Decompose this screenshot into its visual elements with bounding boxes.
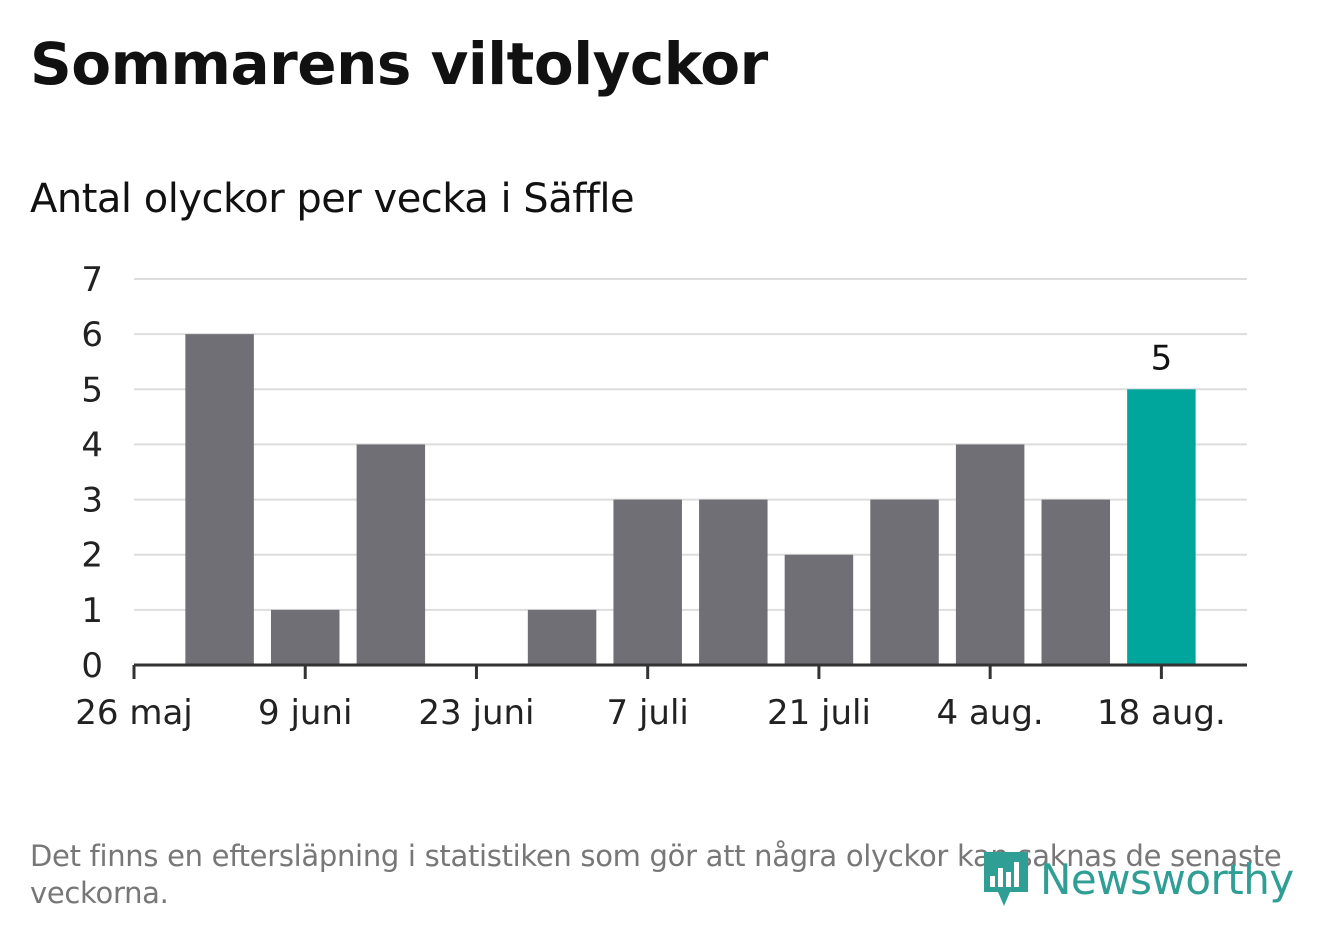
data-labels: 5 <box>1151 338 1173 378</box>
y-axis-ticks: 0 1 2 3 4 5 6 7 <box>81 260 103 686</box>
y-tick-label: 6 <box>81 315 103 355</box>
bar <box>784 554 854 665</box>
bar <box>270 609 340 665</box>
bar <box>356 444 426 665</box>
bar <box>527 609 597 665</box>
x-axis: 26 maj 9 juni 23 juni 7 juli 21 juli 4 aug. 18… <box>75 663 1247 733</box>
bar <box>613 499 682 665</box>
y-tick-label: 0 <box>81 646 103 686</box>
chart-title: Sommarens viltolyckor <box>30 30 768 98</box>
chart-subtitle: Antal olyckor per vecka i Säffle <box>30 176 635 222</box>
bar <box>1041 499 1111 665</box>
bar <box>699 499 768 665</box>
x-tick-label: 18 aug. <box>1097 693 1226 733</box>
y-tick-label: 2 <box>81 536 103 576</box>
y-tick-label: 3 <box>81 481 103 521</box>
y-tick-label: 4 <box>81 425 103 465</box>
y-tick-label: 7 <box>81 260 103 300</box>
x-tick-label: 21 juli <box>767 693 871 733</box>
x-tick-label: 4 aug. <box>937 693 1044 733</box>
bar <box>185 334 254 665</box>
bars <box>185 334 1196 665</box>
bar-chart-bubble-icon <box>984 852 1028 906</box>
bar-chart: 0 1 2 3 4 5 6 7 26 maj 9 juni 23 juni 7 juli 21 jul… <box>75 260 1247 733</box>
bar <box>955 444 1025 665</box>
data-label: 5 <box>1151 338 1173 378</box>
x-tick-label: 9 juni <box>258 693 352 733</box>
logo-text: Newsworthy <box>1040 854 1294 904</box>
x-tick-label: 7 juli <box>607 693 689 733</box>
newsworthy-logo: Newsworthy <box>980 848 1294 910</box>
y-tick-label: 5 <box>81 370 103 410</box>
highlight-bar <box>1127 389 1196 665</box>
bar <box>870 499 939 665</box>
x-tick-label: 23 juni <box>418 693 534 733</box>
y-tick-label: 1 <box>81 591 103 631</box>
x-tick-label: 26 maj <box>75 693 192 733</box>
footnote: Det finns en eftersläpning i statistiken… <box>30 839 1282 910</box>
grid-lines <box>134 278 1247 611</box>
